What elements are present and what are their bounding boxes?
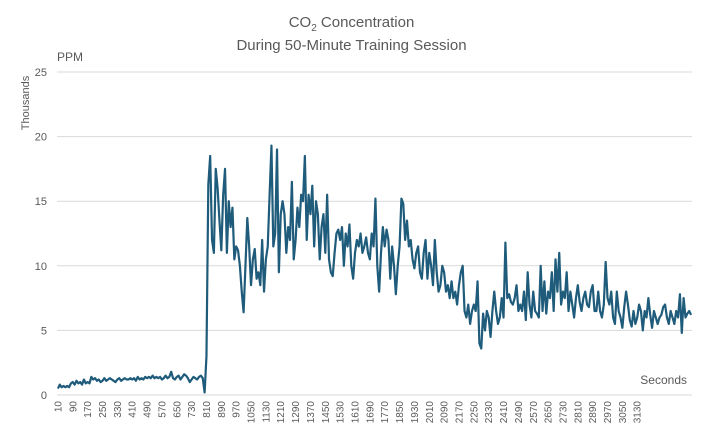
y-tick-label: 10: [35, 261, 47, 273]
x-tick-label: 2650: [544, 401, 555, 424]
x-tick-label: 970: [232, 401, 243, 418]
x-tick-label: 890: [217, 401, 228, 418]
y-unit-label: PPM: [57, 50, 83, 64]
x-tick-label: 1690: [365, 401, 376, 424]
x-tick-label: 1450: [321, 401, 332, 424]
x-tick-label: 2890: [588, 401, 599, 424]
x-tick-label: 650: [172, 401, 183, 418]
x-tick-label: 1210: [276, 401, 287, 424]
x-tick-label: 3050: [618, 401, 629, 424]
x-tick-label: 570: [157, 401, 168, 418]
x-tick-label: 330: [113, 401, 124, 418]
x-tick-label: 3130: [633, 401, 644, 424]
x-tick-label: 2810: [573, 401, 584, 424]
x-tick-label: 1770: [380, 401, 391, 424]
x-tick-label: 2730: [558, 401, 569, 424]
chart-title-line1: CO2 Concentration: [289, 14, 415, 34]
x-tick-label: 2970: [603, 401, 614, 424]
x-tick-label: 410: [128, 401, 139, 418]
x-tick-label: 1130: [261, 401, 272, 423]
x-tick-label: 250: [98, 401, 109, 418]
x-tick-label: 2010: [425, 401, 436, 424]
title-subscript: 2: [311, 23, 317, 34]
x-tick-label: 490: [143, 401, 154, 418]
x-tick-label: 2090: [440, 401, 451, 424]
y-display-units: Thousands: [20, 75, 32, 130]
x-tick-label: 1530: [336, 401, 347, 424]
chart-title-line2: During 50-Minute Training Session: [236, 37, 466, 54]
x-tick-label: 2250: [469, 401, 480, 424]
x-tick-label: 2410: [499, 401, 510, 424]
x-tick-label: 730: [187, 401, 198, 418]
x-tick-label: 1610: [351, 401, 362, 424]
x-tick-label: 1290: [291, 401, 302, 424]
x-tick-label: 1930: [410, 401, 421, 424]
x-tick-label: 10: [53, 401, 64, 413]
x-tick-label: 1370: [306, 401, 317, 424]
x-axis-title: Seconds: [640, 373, 687, 387]
x-tick-labels: 10 90 170 250 330 410 490 570 650 730 810 890 970 105…: [53, 401, 643, 424]
x-tick-label: 2170: [454, 401, 465, 424]
x-tick-label: 2570: [529, 401, 540, 424]
y-tick-label: 20: [35, 132, 47, 144]
y-tick-labels: 0 5 10 15 20 25: [35, 67, 47, 402]
x-tick-label: 1850: [395, 401, 406, 424]
y-tick-label: 0: [41, 390, 47, 402]
x-tick-label: 810: [202, 401, 213, 418]
series-line: [56, 144, 693, 394]
title-co: CO: [289, 14, 312, 31]
y-tick-label: 15: [35, 196, 47, 208]
y-tick-label: 5: [41, 325, 47, 337]
y-tick-label: 25: [35, 67, 47, 79]
x-tick-label: 90: [68, 401, 79, 413]
x-tick-label: 1050: [247, 401, 258, 424]
gridlines: [57, 71, 692, 331]
x-tick-label: 2490: [514, 401, 525, 424]
title-concentration: Concentration: [317, 14, 415, 31]
x-tick-label: 2330: [484, 401, 495, 424]
x-tick-label: 170: [83, 401, 94, 418]
